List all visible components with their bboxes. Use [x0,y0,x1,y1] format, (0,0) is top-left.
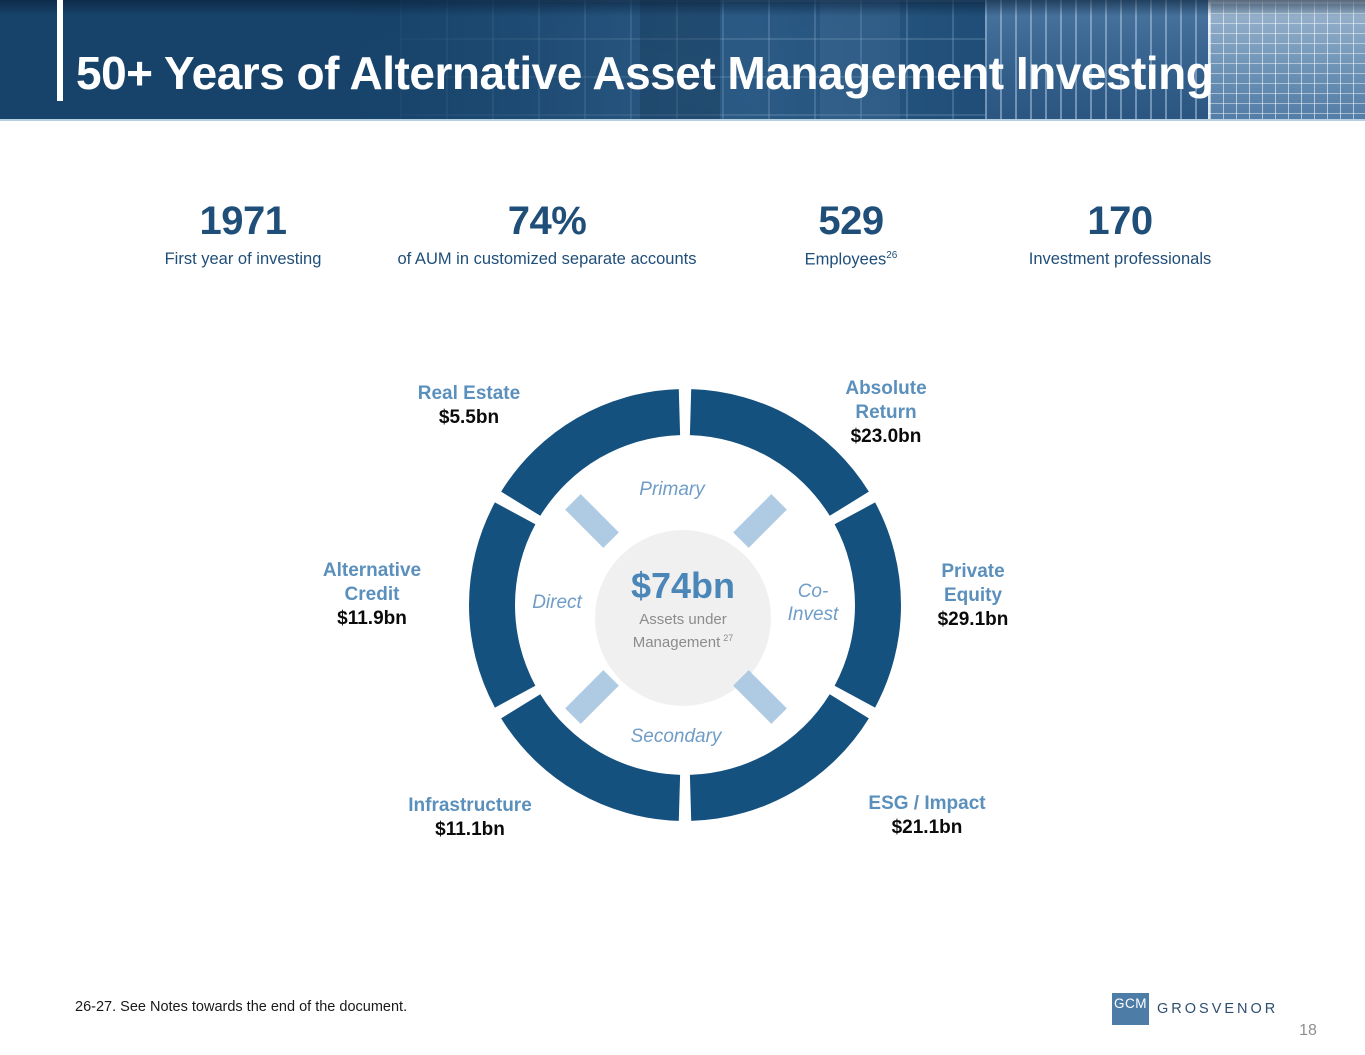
donut-ring-segment [501,694,681,821]
diagonal-bars [565,494,787,724]
stat-label: First year of investing [164,250,322,268]
title-accent-bar [57,0,63,101]
segment-name: ESG / Impact [868,793,986,814]
segment-name: Infrastructure [408,795,532,816]
footnote-marker: 26 [886,250,898,261]
stat-first-year: 1971 First year of investing [73,198,413,269]
header-top-shade [0,0,1365,16]
grosvenor-wordmark: GROSVENOR [1157,1001,1279,1017]
stat-aum-percent: 74% of AUM in customized separate accoun… [377,198,717,269]
donut-ring-graphic [469,389,901,821]
segment-name: Absolute Return [845,378,927,423]
stat-label: of AUM in customized separate accounts [397,250,697,268]
diagonal-bar-nw-icon [565,494,619,548]
segment-label-esg-impact: ESG / Impact $21.1bn [817,792,1037,840]
segment-label-real-estate: Real Estate $5.5bn [369,382,569,430]
inner-label-secondary: Secondary [630,726,722,747]
donut-ring-segment [501,389,681,516]
segment-label-absolute-return: Absolute Return $23.0bn [831,377,941,449]
header-cityscape-glass-tower-icon [1208,0,1365,119]
segment-value: $11.9bn [337,608,407,629]
donut-ring-segment [689,694,869,821]
header-left-fade [0,0,760,119]
aum-donut-diagram: $74bn Assets under Management 27 Primary… [455,375,915,835]
stat-value: 1971 [199,199,287,243]
page-title: 50+ Years of Alternative Asset Managemen… [76,47,1214,99]
segment-value: $11.1bn [435,819,505,840]
segment-label-private-equity: Private Equity $29.1bn [913,560,1033,632]
footnote-marker: 27 [723,633,734,643]
aum-center-circle [595,530,771,706]
stat-label: Investment professionals [1028,250,1212,268]
segment-label-alternative-credit: Alternative Credit $11.9bn [302,559,442,631]
aum-total: $74bn [630,565,736,606]
donut-ring-segment [689,389,869,516]
donut-ring-segments [469,389,901,821]
segment-label-infrastructure: Infrastructure $11.1bn [360,794,580,842]
aum-center-text: $74bn Assets under Management 27 [573,565,793,652]
stat-investment-professionals: 170 Investment professionals [950,198,1290,269]
segment-name: Alternative Credit [322,560,422,605]
stat-value: 529 [818,199,884,243]
segment-value: $23.0bn [850,426,922,447]
segment-value: $21.1bn [891,817,963,838]
diagonal-bar-ne-icon [733,494,787,548]
donut-ring-segment [469,502,536,708]
segment-name: Real Estate [417,383,521,404]
stat-label: Employees26 [804,250,898,269]
stat-employees: 529 Employees26 [681,198,1021,270]
header-cityscape-tower-icon [985,0,1210,119]
donut-ring-segment [834,502,901,708]
aum-caption: Assets under Management 27 [632,611,734,651]
footnote-text: 26-27. See Notes towards the end of the … [75,999,408,1015]
inner-label-direct: Direct [532,592,582,613]
inner-label-primary: Primary [639,479,705,500]
segment-name: Private Equity [941,561,1005,606]
stat-value: 170 [1087,199,1153,243]
gcm-grosvenor-logo: GCM GROSVENOR [1112,993,1278,1025]
segment-value: $5.5bn [438,407,500,428]
inner-label-co-invest: Co- Invest [787,581,839,625]
slide-header: 50+ Years of Alternative Asset Managemen… [0,0,1365,121]
gcm-logo-square-icon: GCM [1112,993,1149,1025]
segment-value: $29.1bn [937,609,1009,630]
diagonal-bar-sw-icon [565,670,619,724]
diagonal-bar-se-icon [733,670,787,724]
page-number: 18 [1299,1022,1317,1039]
stat-value: 74% [507,199,587,243]
